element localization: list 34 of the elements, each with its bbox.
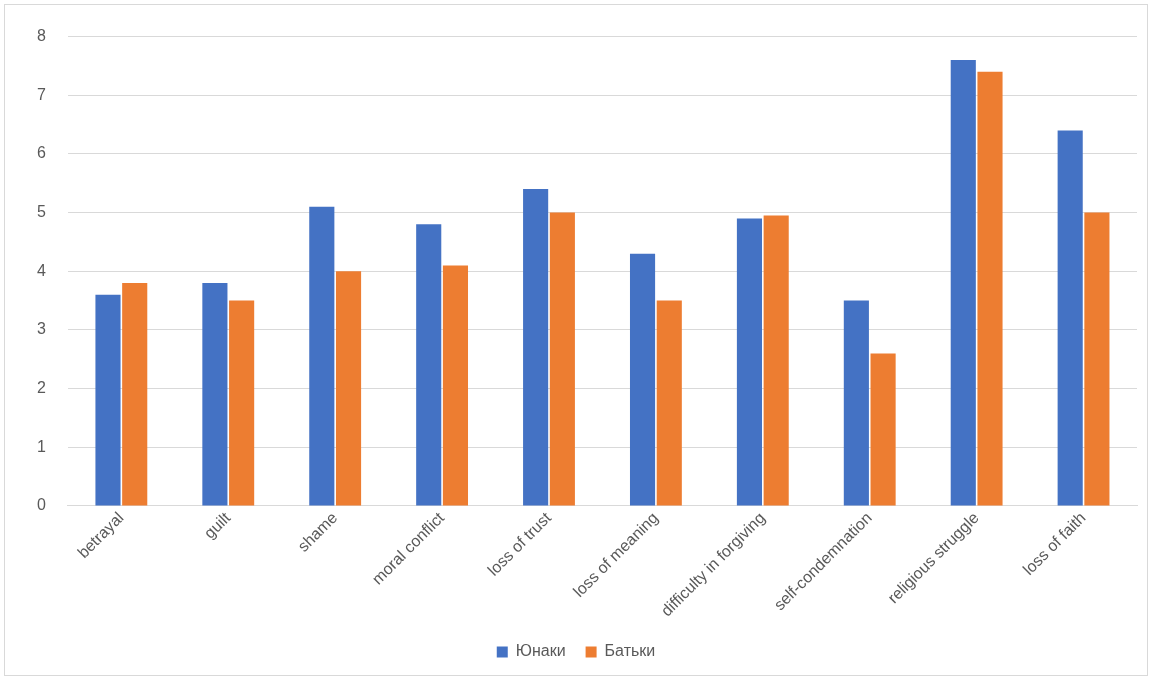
bar: [416, 224, 442, 506]
bar: [763, 215, 789, 506]
y-tick-label: 1: [36, 437, 46, 455]
bar: [229, 300, 255, 506]
bar: [309, 206, 335, 506]
y-tick-label: 8: [36, 27, 46, 45]
bar: [442, 265, 469, 506]
y-tick-label: 2: [36, 378, 46, 396]
bar: [335, 271, 362, 506]
y-tick-label: 3: [36, 320, 46, 338]
bar: [950, 60, 976, 506]
bar: [843, 300, 869, 506]
bar: [1057, 130, 1083, 506]
y-tick-label: 4: [36, 261, 46, 279]
bar: [1084, 212, 1110, 506]
legend-label: Батьки: [604, 642, 656, 660]
x-tick-label: guilt: [200, 508, 234, 542]
x-tick-label: loss of faith: [1019, 508, 1089, 579]
bar: [977, 71, 1003, 506]
x-tick-label: loss of trust: [484, 508, 555, 579]
y-tick-label: 6: [36, 144, 46, 162]
y-tick-label: 5: [36, 203, 46, 220]
bar: [870, 353, 896, 506]
y-tick-label: 7: [36, 85, 46, 103]
bar: [549, 212, 575, 506]
bar: [95, 294, 121, 506]
bar: [656, 300, 682, 506]
bar: [122, 282, 148, 506]
bar: [202, 282, 228, 506]
legend-label: Юнаки: [515, 642, 566, 660]
y-tick-label: 0: [36, 496, 46, 514]
bar: [736, 218, 763, 506]
bar: [523, 189, 549, 506]
bar: [629, 253, 656, 506]
